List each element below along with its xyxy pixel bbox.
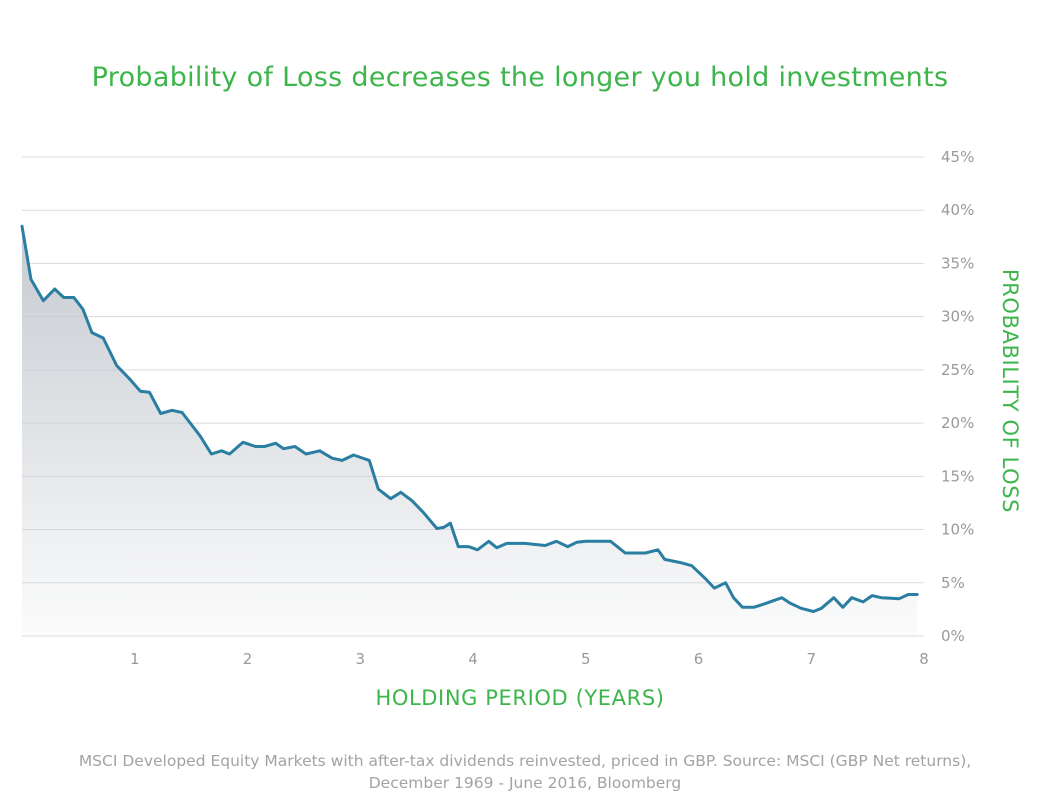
y-tick-label: 30% — [941, 308, 974, 326]
x-tick-label: 3 — [355, 650, 365, 668]
source-note: MSCI Developed Equity Markets with after… — [78, 752, 972, 792]
x-tick-label: 7 — [806, 650, 816, 668]
x-tick-label: 6 — [694, 650, 704, 668]
x-axis-label: HOLDING PERIOD (YEARS) — [375, 686, 665, 710]
chart-title: Probability of Loss decreases the longer… — [91, 62, 949, 93]
y-axis-label: PROBABILITY OF LOSS — [998, 268, 1022, 514]
y-tick-labels: 0% 5% 10% 15% 20% 25% 30% 35% 40% 45% — [941, 148, 974, 645]
y-tick-label: 40% — [941, 201, 974, 219]
x-tick-label: 4 — [468, 650, 478, 668]
y-tick-label: 5% — [941, 574, 965, 592]
y-tick-label: 10% — [941, 521, 974, 539]
area-fill-layer — [22, 226, 918, 636]
y-tick-label: 15% — [941, 467, 974, 485]
x-tick-labels: 1 2 3 4 5 6 7 8 — [130, 650, 929, 668]
x-tick-label: 1 — [130, 650, 140, 668]
y-tick-label: 20% — [941, 414, 974, 432]
y-tick-label: 25% — [941, 361, 974, 379]
y-tick-label: 45% — [941, 148, 974, 166]
series-area — [22, 226, 918, 636]
series-line — [20, 224, 919, 613]
y-tick-label: 0% — [941, 627, 965, 645]
x-tick-label: 5 — [581, 650, 591, 668]
x-tick-label: 8 — [919, 650, 929, 668]
series-line-layer — [20, 224, 919, 613]
x-tick-label: 2 — [243, 650, 253, 668]
y-tick-label: 35% — [941, 254, 974, 272]
